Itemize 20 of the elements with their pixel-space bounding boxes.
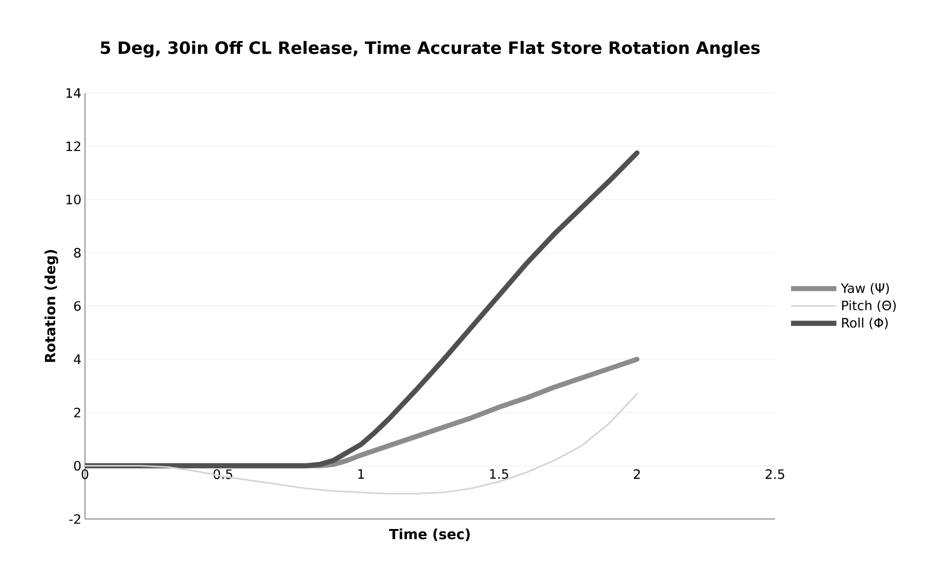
x-tick-label: 1.5 [490,469,508,479]
y-tick-label: 4 [74,354,81,364]
legend-label: Yaw (Ψ) [840,283,889,295]
x-tick-label: 2.5 [766,469,784,480]
x-tick-label: 1 [358,469,364,479]
y-tick-label: 14 [66,88,81,98]
y-tick-label: 6 [74,301,81,311]
y-tick-label: 8 [74,248,81,258]
x-tick-label: 0 [82,469,88,480]
x-axis-title: Time (sec) [389,528,470,541]
y-tick-label: -2 [69,514,80,524]
y-tick-label: 2 [74,408,80,418]
y-tick-label: 10 [66,194,81,204]
legend-label: Roll (Φ) [842,318,888,330]
y-tick-label: 0 [74,460,81,471]
y-tick-label: 12 [66,141,80,152]
y-axis-title: Rotation (deg) [44,250,58,362]
x-tick-label: 2 [634,469,640,479]
chart-title: 5 Deg, 30in Off CL Release, Time Accurate Flat Store Rotation Angles [100,40,760,58]
legend-label: Pitch (Θ) [842,300,896,312]
